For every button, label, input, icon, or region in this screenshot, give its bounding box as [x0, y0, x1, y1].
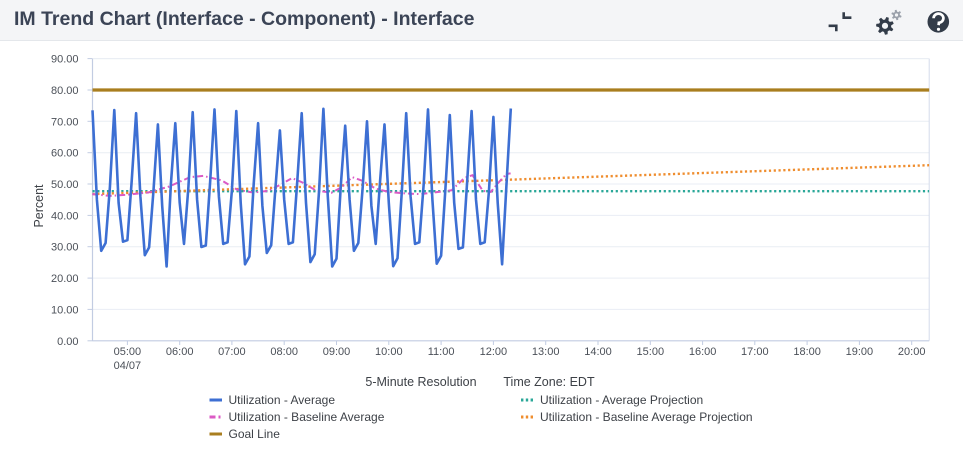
svg-text:20.00: 20.00 [51, 273, 79, 285]
svg-text:Time Zone: EDT: Time Zone: EDT [503, 375, 595, 389]
svg-text:80.00: 80.00 [51, 85, 79, 97]
svg-text:50.00: 50.00 [51, 179, 79, 191]
svg-text:60.00: 60.00 [51, 148, 79, 160]
svg-text:20:00: 20:00 [898, 346, 926, 358]
svg-text:Percent: Percent [32, 184, 46, 228]
svg-text:09:00: 09:00 [323, 346, 351, 358]
svg-text:16:00: 16:00 [689, 346, 717, 358]
svg-text:Utilization - Baseline Average: Utilization - Baseline Average Projectio… [540, 410, 753, 424]
svg-text:06:00: 06:00 [166, 346, 194, 358]
svg-text:40.00: 40.00 [51, 210, 79, 222]
svg-text:12:00: 12:00 [480, 346, 508, 358]
svg-text:90.00: 90.00 [51, 54, 79, 66]
svg-text:Utilization - Average Projecti: Utilization - Average Projection [540, 393, 703, 407]
svg-text:14:00: 14:00 [584, 346, 612, 358]
svg-text:19:00: 19:00 [846, 346, 874, 358]
svg-text:0.00: 0.00 [57, 336, 78, 348]
svg-text:30.00: 30.00 [51, 242, 79, 254]
svg-text:05:00: 05:00 [114, 346, 142, 358]
svg-text:17:00: 17:00 [741, 346, 769, 358]
svg-text:Utilization - Baseline Average: Utilization - Baseline Average [229, 410, 385, 424]
svg-text:15:00: 15:00 [637, 346, 665, 358]
svg-text:11:00: 11:00 [428, 346, 455, 358]
svg-text:04/07: 04/07 [114, 360, 142, 372]
svg-text:10.00: 10.00 [51, 304, 79, 316]
svg-text:70.00: 70.00 [51, 116, 79, 128]
svg-text:13:00: 13:00 [532, 346, 560, 358]
svg-text:10:00: 10:00 [375, 346, 403, 358]
svg-text:07:00: 07:00 [218, 346, 246, 358]
svg-text:Goal Line: Goal Line [229, 427, 281, 441]
svg-text:18:00: 18:00 [793, 346, 821, 358]
svg-text:08:00: 08:00 [270, 346, 298, 358]
svg-text:5-Minute Resolution: 5-Minute Resolution [365, 375, 476, 389]
svg-text:Utilization - Average: Utilization - Average [229, 393, 336, 407]
